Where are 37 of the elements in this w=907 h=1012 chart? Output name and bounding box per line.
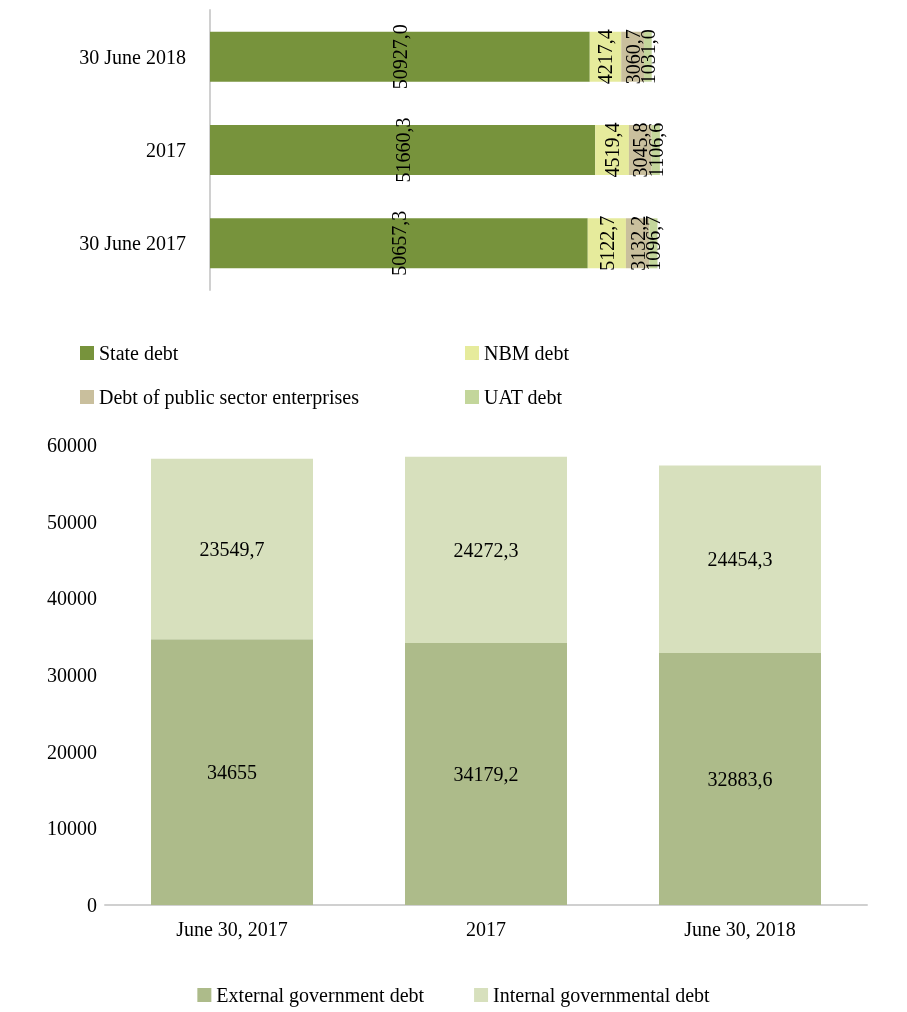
data-label: 24454,3 (707, 548, 773, 571)
y-tick-label: 50000 (47, 510, 97, 533)
data-label: 24272,3 (453, 538, 519, 561)
y-tick-label: 30000 (47, 664, 97, 686)
data-label: 51660,3 (391, 117, 414, 183)
data-label: 50657,3 (387, 210, 410, 276)
data-label: 32883,6 (707, 767, 773, 790)
y-tick-label: 60000 (47, 434, 97, 456)
legend-label: Internal governmental debt (493, 984, 711, 1007)
legend-label: External government debt (216, 984, 425, 1007)
bar (405, 642, 567, 905)
data-label: 4519,4 (601, 122, 624, 178)
bar (151, 458, 313, 640)
legend-label: UAT debt (484, 386, 563, 408)
y-tick-label: 30 June 2017 (79, 232, 186, 255)
legend-label: State debt (99, 342, 179, 364)
data-label: 23549,7 (199, 538, 265, 561)
y-tick-label: 20000 (47, 740, 97, 763)
data-label: 5122,7 (595, 215, 618, 271)
x-tick-label: June 30, 2018 (684, 918, 796, 940)
y-tick-label: 0 (87, 894, 97, 916)
data-label: 4217,4 (594, 29, 617, 85)
legend-label: Debt of public sector enterprises (99, 386, 360, 409)
bar (659, 465, 821, 653)
bar (151, 639, 313, 905)
legend-label: NBM debt (484, 342, 570, 364)
y-tick-label: 40000 (47, 587, 97, 610)
x-tick-label: 2017 (466, 918, 506, 940)
data-label: 34655 (207, 761, 257, 784)
bar (659, 652, 821, 905)
bar (405, 456, 567, 643)
y-tick-label: 2017 (146, 139, 186, 161)
x-tick-label: June 30, 2017 (176, 918, 288, 940)
data-label: 34179,2 (453, 762, 519, 785)
y-tick-label: 30 June 2018 (79, 45, 186, 68)
y-tick-label: 10000 (47, 817, 97, 840)
data-label: 50927,0 (388, 24, 411, 90)
